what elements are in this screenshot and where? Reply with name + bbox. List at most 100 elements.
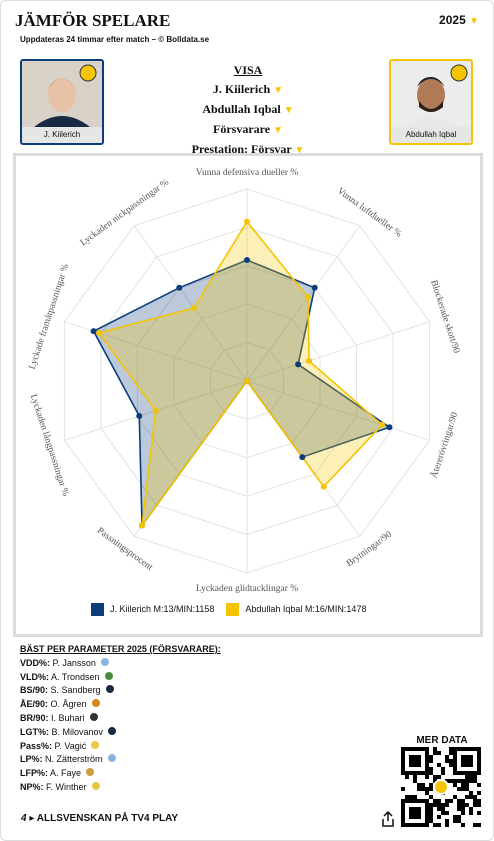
qr-cell [465,775,469,779]
qr-cell [441,803,445,807]
option-text: Prestation: Försvar [191,142,292,156]
legend-label: Abdullah Iqbal M:16/MIN:1478 [245,603,367,614]
qr-cell [437,751,441,755]
qr-cell [453,815,457,819]
axis-label: Brytningar/90 [345,530,394,570]
qr-cell [417,787,421,791]
grid-spoke [246,380,430,441]
qr-cell [461,783,465,787]
season: 2025 [439,13,466,27]
best-row: LGT%: B. Milovanov [20,726,221,740]
best-row: LP%: N. Zätterström [20,753,221,767]
grid-spoke [246,225,361,382]
best-name: P. Vagić [54,740,87,751]
title: JÄMFÖR SPELARE [15,11,171,30]
qr-cell [449,763,453,767]
qr-cell [441,767,445,771]
qr-cell [441,771,445,775]
best-key: ÅE/90: [20,699,49,710]
data-point [244,218,250,225]
data-point [152,407,159,414]
qr-cell [477,799,481,803]
club-badge [100,657,109,666]
best-name: I. Buhari [51,712,85,723]
qr-cell [465,795,469,799]
footer[interactable]: 4 ▸ ALLSVENSKAN PÅ TV4 PLAY [21,813,179,824]
selector-heading: VISA [233,63,263,77]
axis-label: Vunna defensiva dueller % [196,167,299,178]
qr-cell [437,815,441,819]
best-row: NP%: F. Winther [20,781,221,795]
radar-chart: Vunna defensiva dueller % Vunna luftduell… [27,167,462,594]
qr-cell [433,751,437,755]
qr-finder [401,799,429,827]
qr-cell [429,811,433,815]
qr-cell [469,811,473,815]
qr-cell [429,771,433,775]
axis-label: Återerövringar/90 [428,410,461,479]
club-badge [107,754,116,763]
best-key: LP%: [20,754,43,765]
best-name: A. Trondsen [51,671,100,682]
qr-code[interactable] [401,747,481,827]
data-point [90,328,97,335]
qr-cell [445,803,449,807]
data-point [299,454,306,461]
qr-logo [433,779,449,795]
best-name: S. Sandberg [50,685,101,696]
selector-option[interactable]: Abdullah Iqbal ▼ [202,102,294,116]
player-card[interactable]: Abdullah Iqbal [389,59,473,145]
data-point [320,483,327,490]
qr-cell [445,823,449,827]
best-key: NP%: [20,781,44,792]
qr-finder [461,755,473,767]
qr-cell [469,791,473,795]
qr-cell [433,799,437,803]
qr-cell [445,819,449,823]
qr-cell [449,759,453,763]
qr-finder [409,755,421,767]
qr-cell [465,779,469,783]
qr-cell [405,795,409,799]
best-key: VDD%: [20,657,51,668]
qr-cell [465,787,469,791]
selector-option[interactable]: Prestation: Försvar ▼ [191,142,305,156]
best-row: BS/90: S. Sandberg [20,684,221,698]
best-name: N. Zätterström [45,754,103,765]
option-text: Abdullah Iqbal [202,102,281,116]
qr-cell [433,747,437,751]
qr-cell [457,799,461,803]
axis-label: Blockerade skott/90 [428,279,461,355]
qr-cell [413,795,417,799]
qr-cell [453,779,457,783]
player-name: J. Kiilerich [22,127,102,143]
qr-cell [421,787,425,791]
qr-cell [425,791,429,795]
best-row: BR/90: I. Buhari [20,712,221,726]
qr-cell [433,775,437,779]
qr-cell [429,783,433,787]
qr-cell [441,807,445,811]
option-text: J. Kiilerich [212,82,271,96]
qr-cell [445,759,449,763]
player-card[interactable]: J. Kiilerich [20,59,104,145]
data-point [190,304,197,311]
selector-option[interactable]: Försvarare ▼ [213,122,283,136]
qr-cell [437,763,441,767]
qr-cell [477,791,481,795]
qr-cell [433,803,437,807]
selector: VISA J. Kiilerich ▼ Abdullah Iqbal ▼ För… [151,61,345,160]
selector-option[interactable]: J. Kiilerich ▼ [212,82,284,96]
best-key: BS/90: [20,685,49,696]
qr-cell [437,799,441,803]
qr-cell [469,775,473,779]
grid-spoke [133,225,248,382]
qr-cell [473,799,477,803]
best-title: BÄST PER PARAMETER 2025 (FÖRSVARARE): [20,644,221,654]
qr-cell [445,779,449,783]
season-select[interactable]: 2025 ▼ [439,13,479,27]
qr-cell [461,787,465,791]
share-icon[interactable] [381,811,395,827]
qr-cell [429,767,433,771]
